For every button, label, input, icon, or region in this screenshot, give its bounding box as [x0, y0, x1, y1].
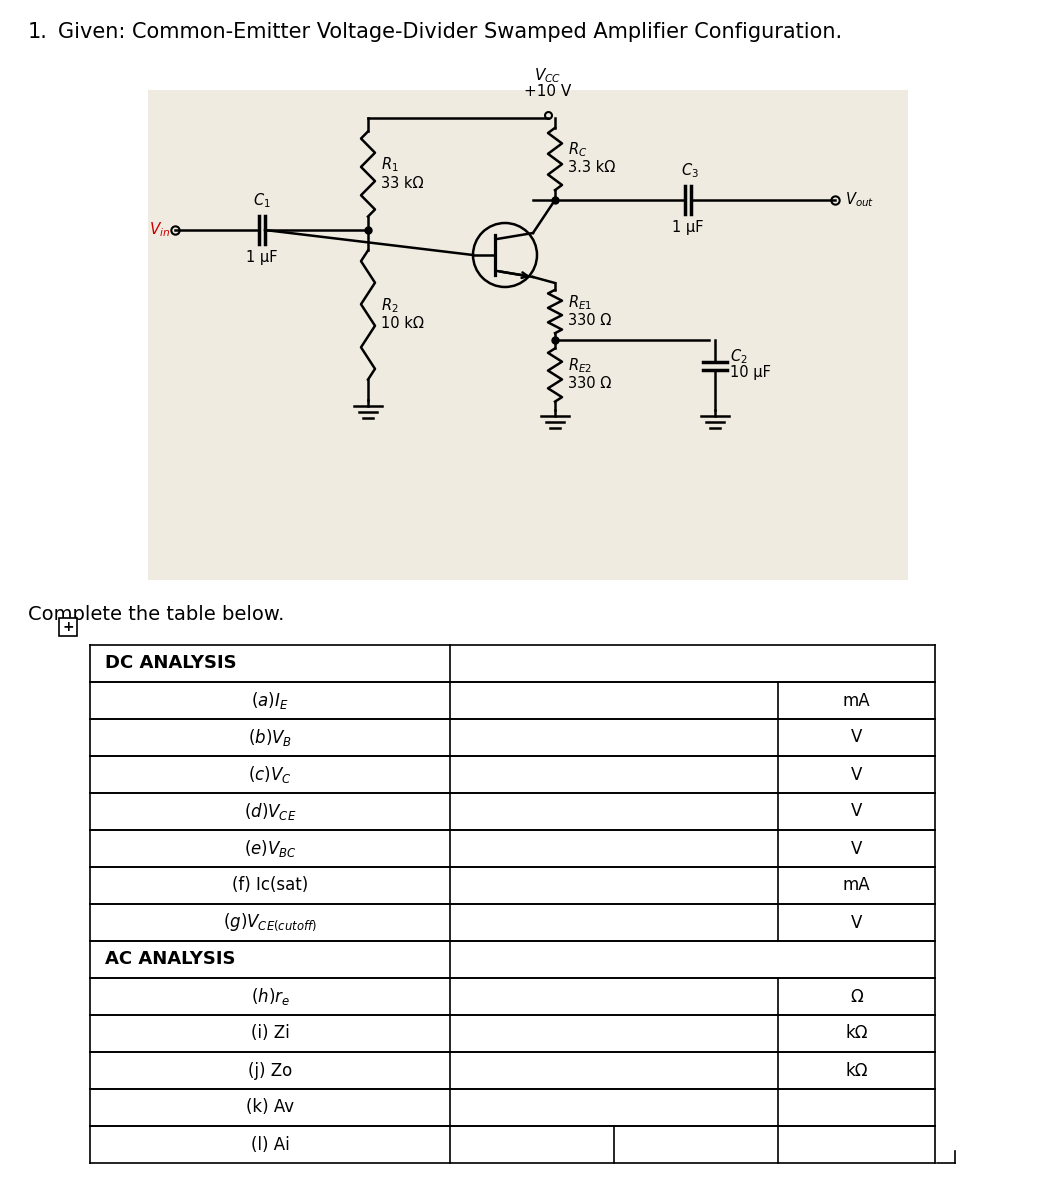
Text: $C_2$: $C_2$ [730, 348, 747, 366]
Bar [90, 1015, 935, 1052]
Text: (j) Zo: (j) Zo [248, 1062, 292, 1080]
Text: $R_{E1}$: $R_{E1}$ [568, 293, 592, 312]
Text: 1 μF: 1 μF [246, 250, 278, 265]
Text: $C_1$: $C_1$ [253, 191, 271, 210]
Text: Complete the table below.: Complete the table below. [28, 605, 284, 624]
Text: Ω: Ω [850, 988, 863, 1006]
Text: mA: mA [843, 691, 870, 709]
Text: V: V [851, 803, 862, 821]
Text: 3.3 kΩ: 3.3 kΩ [568, 161, 615, 175]
Text: (f) Ic(sat): (f) Ic(sat) [232, 876, 308, 894]
Text: Given: Common-Emitter Voltage-Divider Swamped Amplifier Configuration.: Given: Common-Emitter Voltage-Divider Sw… [58, 22, 842, 42]
Bar [90, 1126, 935, 1163]
Text: mA: mA [843, 876, 870, 894]
Bar [90, 646, 935, 682]
Bar [90, 830, 935, 866]
Text: +: + [63, 620, 74, 634]
Bar [90, 1052, 935, 1090]
Text: $V_{out}$: $V_{out}$ [845, 191, 874, 209]
Text: V: V [851, 913, 862, 931]
Text: V: V [851, 766, 862, 784]
Bar [148, 90, 908, 580]
Text: $(e) V_{BC}$: $(e) V_{BC}$ [244, 838, 296, 859]
Text: 330 Ω: 330 Ω [568, 313, 612, 328]
Bar [90, 904, 935, 941]
Text: 10 μF: 10 μF [730, 366, 771, 380]
Text: AC ANALYSIS: AC ANALYSIS [105, 950, 235, 968]
Text: $(d) V_{CE}$: $(d) V_{CE}$ [244, 802, 296, 822]
Bar [90, 719, 935, 756]
Text: 33 kΩ: 33 kΩ [381, 175, 423, 191]
Text: (l) Ai: (l) Ai [251, 1135, 290, 1153]
Text: $R_1$: $R_1$ [381, 156, 399, 174]
Text: 1 μF: 1 μF [672, 220, 703, 235]
Text: V: V [851, 840, 862, 858]
Text: 10 kΩ: 10 kΩ [381, 317, 424, 331]
Text: kΩ: kΩ [845, 1062, 868, 1080]
Bar [90, 1090, 935, 1126]
Text: +10 V: +10 V [524, 84, 572, 98]
Text: $R_{E2}$: $R_{E2}$ [568, 356, 592, 376]
Text: $(h) r_{e}$: $(h) r_{e}$ [250, 986, 290, 1007]
Bar [90, 756, 935, 793]
Text: DC ANALYSIS: DC ANALYSIS [105, 654, 237, 672]
Text: (k) Av: (k) Av [246, 1098, 294, 1116]
Text: $(b) V_{B}$: $(b) V_{B}$ [248, 727, 292, 748]
Text: 330 Ω: 330 Ω [568, 377, 612, 391]
Text: $(a) I_{E}$: $(a) I_{E}$ [251, 690, 289, 710]
Bar [90, 866, 935, 904]
Text: $R_C$: $R_C$ [568, 140, 588, 160]
Text: 1.: 1. [28, 22, 48, 42]
Text: $R_2$: $R_2$ [381, 296, 398, 316]
Bar [90, 682, 935, 719]
Text: (i) Zi: (i) Zi [251, 1025, 290, 1043]
Bar [90, 793, 935, 830]
Bar [90, 941, 935, 978]
Text: $V_{CC}$: $V_{CC}$ [535, 66, 562, 85]
Text: $V_{in}$: $V_{in}$ [149, 221, 170, 239]
Text: $(g) V_{CE(cutoff)}$: $(g) V_{CE(cutoff)}$ [223, 912, 317, 934]
Bar [90, 978, 935, 1015]
Text: $C_3$: $C_3$ [681, 161, 699, 180]
Text: $(c) V_{C}$: $(c) V_{C}$ [248, 764, 292, 785]
Text: kΩ: kΩ [845, 1025, 868, 1043]
Bar [59, 618, 77, 636]
Text: V: V [851, 728, 862, 746]
